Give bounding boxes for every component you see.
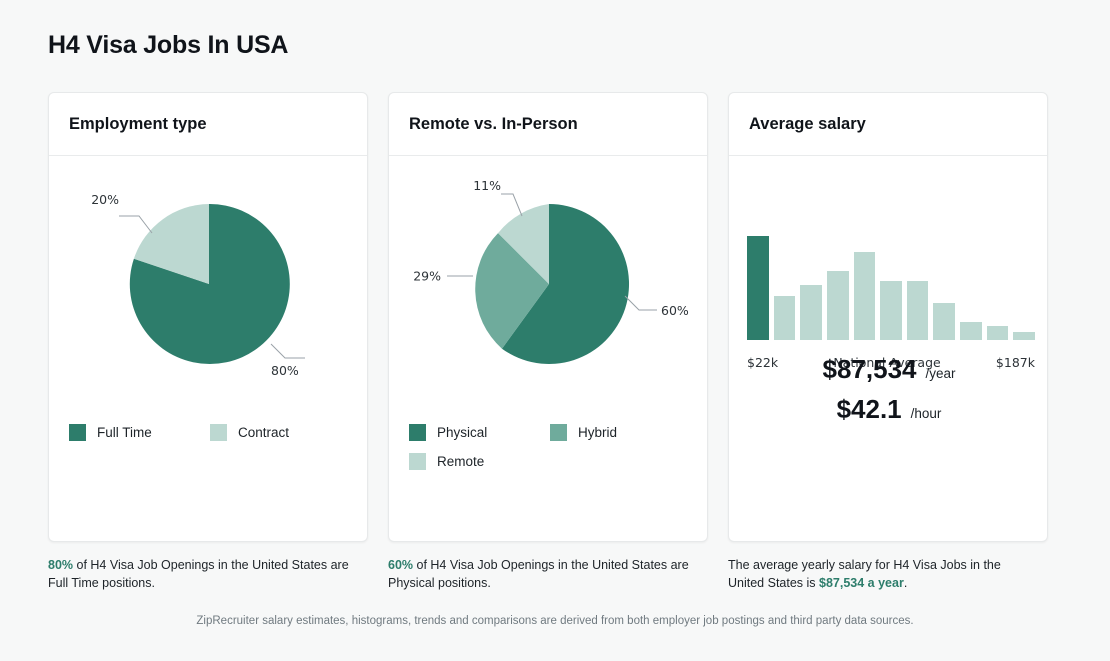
legend-swatch-icon [409, 424, 426, 441]
histogram-bar [800, 285, 822, 340]
pie-chart-employment: 80% 20% [49, 156, 369, 426]
note-average-salary: The average yearly salary for H4 Visa Jo… [728, 556, 1048, 592]
salary-hourly-unit: /hour [910, 406, 942, 421]
axis-label-min: $22k [747, 355, 779, 370]
note-text: The average yearly salary for H4 Visa Jo… [728, 558, 1001, 591]
card-average-salary: Average salary $22k National Average $18… [728, 92, 1048, 542]
pie-slice-full-time [129, 203, 290, 364]
legend-remote: Physical Hybrid Remote [409, 424, 691, 482]
histogram-bars [747, 228, 1036, 340]
histogram-bar [1013, 332, 1036, 340]
legend-employment: Full Time Contract [69, 424, 351, 441]
legend-item-physical[interactable]: Physical [409, 424, 550, 441]
cards-row: Employment type 80% 20% [48, 92, 1048, 542]
pie-slice-physical [501, 204, 630, 364]
histogram-bar [880, 281, 902, 340]
salary-yearly-value: $87,534 [822, 354, 917, 384]
card-header: Remote vs. In-Person [389, 93, 707, 156]
pie-slice-contract [133, 204, 209, 284]
histogram-bar [853, 252, 876, 340]
salary-histogram: $22k National Average $187k $87,534 /yea… [729, 156, 1049, 426]
card-employment-type: Employment type 80% 20% [48, 92, 368, 542]
pie-chart-remote: 60% 29% 11% [389, 156, 709, 426]
histogram-bar [826, 271, 849, 340]
histogram-bar [906, 281, 929, 340]
card-remote-vs-in-person: Remote vs. In-Person [388, 92, 708, 542]
pie-slice-remote [498, 204, 549, 284]
legend-item-full-time[interactable]: Full Time [69, 424, 210, 441]
card-title: Average salary [749, 114, 866, 133]
histogram-bar [933, 303, 956, 340]
card-body: 60% 29% 11% Physical Hybrid Remo [389, 156, 707, 541]
legend-label: Hybrid [578, 425, 618, 440]
card-body: $22k National Average $187k $87,534 /yea… [729, 156, 1047, 541]
note-accent-value: 80% [48, 558, 74, 572]
histogram-bar [747, 236, 769, 340]
leader-line-small [501, 193, 523, 217]
legend-label: Contract [238, 425, 290, 440]
legend-label: Full Time [97, 425, 152, 440]
salary-hourly-value: $42.1 [836, 394, 902, 424]
note-employment-type: 80% of H4 Visa Job Openings in the Unite… [48, 556, 368, 592]
histogram-bar [773, 296, 796, 340]
card-title: Remote vs. In-Person [409, 114, 578, 133]
leader-line-small [119, 215, 153, 234]
leader-line-big [624, 295, 657, 311]
histogram-bar [986, 326, 1009, 340]
pie-label-remote: 11% [473, 178, 501, 193]
pie-label-full-time: 80% [271, 363, 299, 378]
note-salary-link[interactable]: $87,534 a year [819, 576, 904, 591]
salary-values: $87,534 /year $42.1 /hour [729, 354, 1049, 434]
legend-item-hybrid[interactable]: Hybrid [550, 424, 691, 441]
legend-item-remote[interactable]: Remote [409, 453, 550, 470]
disclaimer-text: ZipRecruiter salary estimates, histogram… [196, 615, 914, 627]
legend-swatch-icon [210, 424, 227, 441]
legend-label: Remote [437, 454, 485, 469]
legend-swatch-icon [409, 453, 426, 470]
note-accent-value: 60% [388, 558, 414, 572]
card-header: Average salary [729, 93, 1047, 156]
pie-slice-hybrid [475, 233, 549, 349]
salary-yearly-unit: /year [925, 366, 956, 381]
note-text-end: . [903, 576, 908, 591]
note-remote-vs-in-person: 60% of H4 Visa Job Openings in the Unite… [388, 556, 708, 592]
pie-label-contract: 20% [91, 192, 119, 207]
pie-svg [119, 203, 305, 364]
legend-item-contract[interactable]: Contract [210, 424, 351, 441]
pie-label-hybrid: 29% [413, 268, 441, 284]
axis-label-national-average: National Average [833, 355, 941, 370]
legend-swatch-icon [69, 424, 86, 441]
salary-row-hourly: $42.1 /hour [729, 394, 1049, 425]
legend-swatch-icon [550, 424, 567, 441]
card-title: Employment type [69, 114, 207, 133]
card-body: 80% 20% Full Time Contract [49, 156, 367, 541]
pie-svg [447, 193, 657, 364]
page-title: H4 Visa Jobs In USA [48, 31, 289, 59]
card-notes-row: 80% of H4 Visa Job Openings in the Unite… [48, 556, 1048, 592]
pie-label-physical: 60% [661, 303, 689, 318]
legend-label: Physical [437, 425, 488, 440]
axis-label-max: $187k [995, 355, 1035, 370]
note-text: of H4 Visa Job Openings in the United St… [388, 558, 689, 591]
card-header: Employment type [49, 93, 367, 156]
histogram-axis-labels: $22k National Average $187k [747, 355, 1035, 370]
salary-row-yearly: $87,534 /year [729, 354, 1049, 385]
histogram-bar [960, 322, 982, 340]
leader-line-big [270, 343, 305, 359]
note-text: of H4 Visa Job Openings in the United St… [48, 558, 349, 591]
